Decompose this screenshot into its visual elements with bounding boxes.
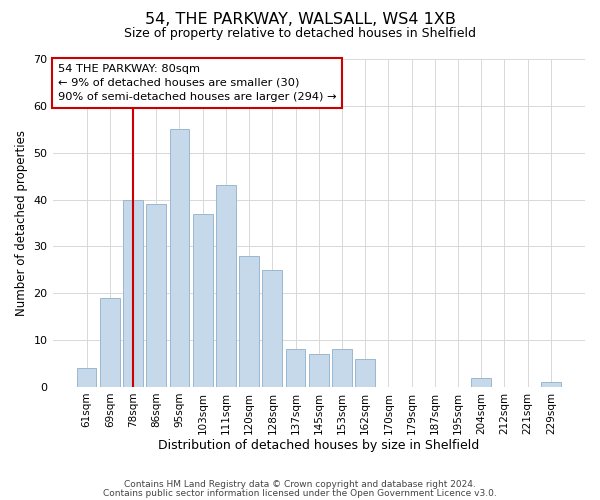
Text: 54 THE PARKWAY: 80sqm
← 9% of detached houses are smaller (30)
90% of semi-detac: 54 THE PARKWAY: 80sqm ← 9% of detached h… — [58, 64, 337, 102]
Bar — [216, 186, 236, 387]
Bar — [146, 204, 166, 387]
Bar — [100, 298, 119, 387]
Bar — [286, 350, 305, 387]
Text: 54, THE PARKWAY, WALSALL, WS4 1XB: 54, THE PARKWAY, WALSALL, WS4 1XB — [145, 12, 455, 28]
Text: Contains HM Land Registry data © Crown copyright and database right 2024.: Contains HM Land Registry data © Crown c… — [124, 480, 476, 489]
Bar — [262, 270, 282, 387]
Bar — [332, 350, 352, 387]
Bar — [239, 256, 259, 387]
Bar — [355, 359, 375, 387]
Bar — [309, 354, 329, 387]
Bar — [193, 214, 212, 387]
Bar — [472, 378, 491, 387]
Bar — [170, 130, 190, 387]
Y-axis label: Number of detached properties: Number of detached properties — [15, 130, 28, 316]
Bar — [541, 382, 561, 387]
Text: Contains public sector information licensed under the Open Government Licence v3: Contains public sector information licen… — [103, 488, 497, 498]
Bar — [77, 368, 97, 387]
Bar — [123, 200, 143, 387]
Text: Size of property relative to detached houses in Shelfield: Size of property relative to detached ho… — [124, 28, 476, 40]
X-axis label: Distribution of detached houses by size in Shelfield: Distribution of detached houses by size … — [158, 440, 479, 452]
